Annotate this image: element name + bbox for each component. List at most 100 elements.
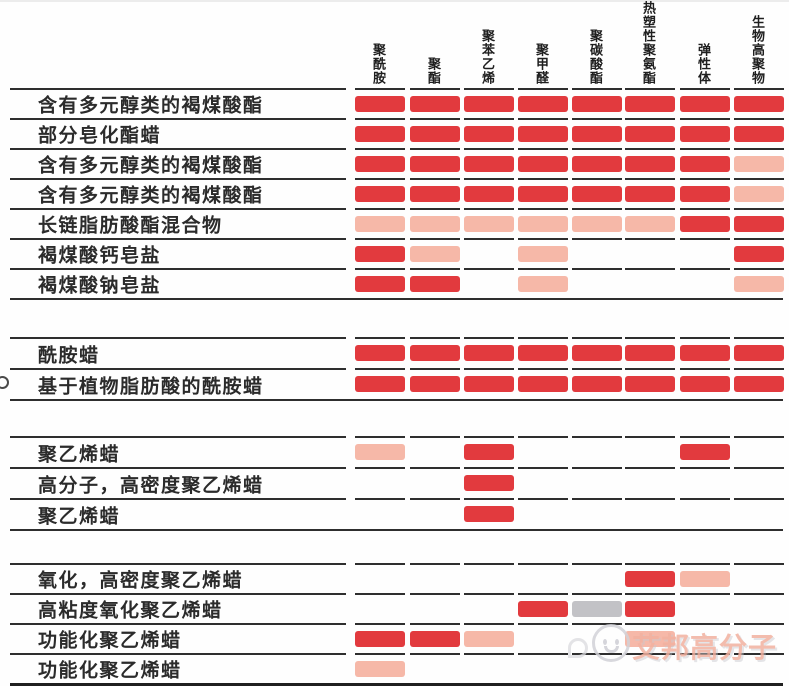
row-separator-dash bbox=[464, 337, 514, 339]
row-separator-dash bbox=[734, 118, 784, 120]
row-separator-label-segment bbox=[10, 467, 346, 469]
cell-bar-red bbox=[680, 186, 730, 202]
row-separator-dash bbox=[518, 208, 568, 210]
row-separator-dash bbox=[680, 467, 730, 469]
row-separator-dash bbox=[625, 337, 675, 339]
cell-bar-red bbox=[680, 376, 730, 392]
row-separator-dash bbox=[734, 238, 784, 240]
row-separator-dash bbox=[734, 563, 784, 565]
row-separator-dash bbox=[625, 467, 675, 469]
column-header: 聚酰胺 bbox=[370, 43, 385, 85]
row-separator-dash bbox=[572, 238, 622, 240]
row-label: 含有多元醇类的褐煤酸酯 bbox=[38, 154, 264, 177]
row-separator-label-segment bbox=[10, 436, 346, 438]
row-separator-dash bbox=[518, 563, 568, 565]
cell-bar-red bbox=[680, 96, 730, 112]
table-row: 部分皂化酯蜡 bbox=[0, 118, 789, 148]
row-separator-dash bbox=[572, 368, 622, 370]
row-separator-dash bbox=[464, 238, 514, 240]
row-separator-dash bbox=[518, 178, 568, 180]
row-separator-dash bbox=[734, 498, 784, 500]
row-separator-dash bbox=[355, 118, 405, 120]
cell-bar-pink bbox=[464, 216, 514, 232]
cell-bar-pink bbox=[518, 216, 568, 232]
cell-bar-red bbox=[625, 571, 675, 587]
cell-bar-red bbox=[355, 631, 405, 647]
row-separator-dash bbox=[518, 268, 568, 270]
cell-bar-red bbox=[355, 276, 405, 292]
row-separator-dash bbox=[734, 593, 784, 595]
row-label: 聚乙烯蜡 bbox=[38, 443, 121, 466]
cell-bar-red bbox=[464, 475, 514, 491]
row-separator-dash bbox=[625, 88, 675, 90]
row-separator-dash bbox=[680, 563, 730, 565]
row-separator-dash bbox=[410, 368, 460, 370]
cell-bar-red bbox=[464, 506, 514, 522]
row-separator-label-segment bbox=[10, 593, 346, 595]
row-separator-dash bbox=[464, 653, 514, 655]
group-bottom-line bbox=[10, 399, 783, 401]
cell-bar-pink bbox=[734, 276, 784, 292]
row-separator-dash bbox=[680, 268, 730, 270]
row-separator-dash bbox=[410, 593, 460, 595]
row-separator-dash bbox=[518, 593, 568, 595]
cell-bar-red bbox=[572, 345, 622, 361]
row-separator-dash bbox=[572, 337, 622, 339]
column-header: 聚甲醛 bbox=[533, 43, 548, 85]
row-label: 功能化聚乙烯蜡 bbox=[38, 629, 182, 652]
row-separator-dash bbox=[410, 88, 460, 90]
row-separator-dash bbox=[572, 436, 622, 438]
cell-bar-red bbox=[734, 96, 784, 112]
row-separator-dash bbox=[572, 178, 622, 180]
cell-bar-red bbox=[734, 216, 784, 232]
cell-bar-red bbox=[518, 186, 568, 202]
row-separator-dash bbox=[410, 623, 460, 625]
row-separator-dash bbox=[355, 337, 405, 339]
row-separator-dash bbox=[355, 436, 405, 438]
row-separator-label-segment bbox=[10, 268, 346, 270]
cell-bar-red bbox=[355, 345, 405, 361]
cell-bar-red bbox=[680, 216, 730, 232]
row-separator-label-segment bbox=[10, 498, 346, 500]
row-separator-dash bbox=[410, 436, 460, 438]
cell-bar-red bbox=[410, 126, 460, 142]
table-row: 高粘度氧化聚乙烯蜡 bbox=[0, 593, 789, 623]
cell-bar-red bbox=[410, 156, 460, 172]
cell-bar-red bbox=[464, 345, 514, 361]
group-bottom-line bbox=[10, 683, 783, 686]
row-separator-dash bbox=[518, 337, 568, 339]
row-separator-dash bbox=[518, 238, 568, 240]
row-separator-dash bbox=[410, 337, 460, 339]
row-separator-dash bbox=[625, 653, 675, 655]
cell-bar-red bbox=[518, 601, 568, 617]
row-separator-dash bbox=[355, 653, 405, 655]
row-separator-dash bbox=[680, 337, 730, 339]
row-separator-dash bbox=[410, 178, 460, 180]
row-separator-dash bbox=[734, 467, 784, 469]
row-separator-dash bbox=[734, 268, 784, 270]
row-separator-label-segment bbox=[10, 118, 346, 120]
table-row: 氧化，高密度聚乙烯蜡 bbox=[0, 563, 789, 593]
cell-bar-red bbox=[410, 345, 460, 361]
cell-bar-red bbox=[518, 96, 568, 112]
column-header: 聚苯乙烯 bbox=[479, 29, 494, 85]
cell-bar-gray bbox=[572, 601, 622, 617]
row-separator-dash bbox=[355, 238, 405, 240]
row-separator-dash bbox=[680, 593, 730, 595]
row-separator-dash bbox=[410, 563, 460, 565]
cell-bar-pink bbox=[518, 276, 568, 292]
row-separator-dash bbox=[680, 498, 730, 500]
cell-bar-pink bbox=[734, 156, 784, 172]
row-separator-dash bbox=[410, 148, 460, 150]
row-label: 褐煤酸钙皂盐 bbox=[38, 244, 162, 267]
cell-bar-red bbox=[464, 444, 514, 460]
row-separator-dash bbox=[355, 467, 405, 469]
row-separator-dash bbox=[355, 498, 405, 500]
row-separator-dash bbox=[410, 268, 460, 270]
table-row: 酰胺蜡 bbox=[0, 337, 789, 368]
row-separator-dash bbox=[625, 118, 675, 120]
cell-bar-red bbox=[410, 631, 460, 647]
cell-bar-red bbox=[518, 126, 568, 142]
group-bottom-line bbox=[10, 298, 783, 300]
row-group: 氧化，高密度聚乙烯蜡 高粘度氧化聚乙烯蜡 功能化聚乙烯蜡 功能化聚乙烯蜡 bbox=[0, 563, 789, 686]
